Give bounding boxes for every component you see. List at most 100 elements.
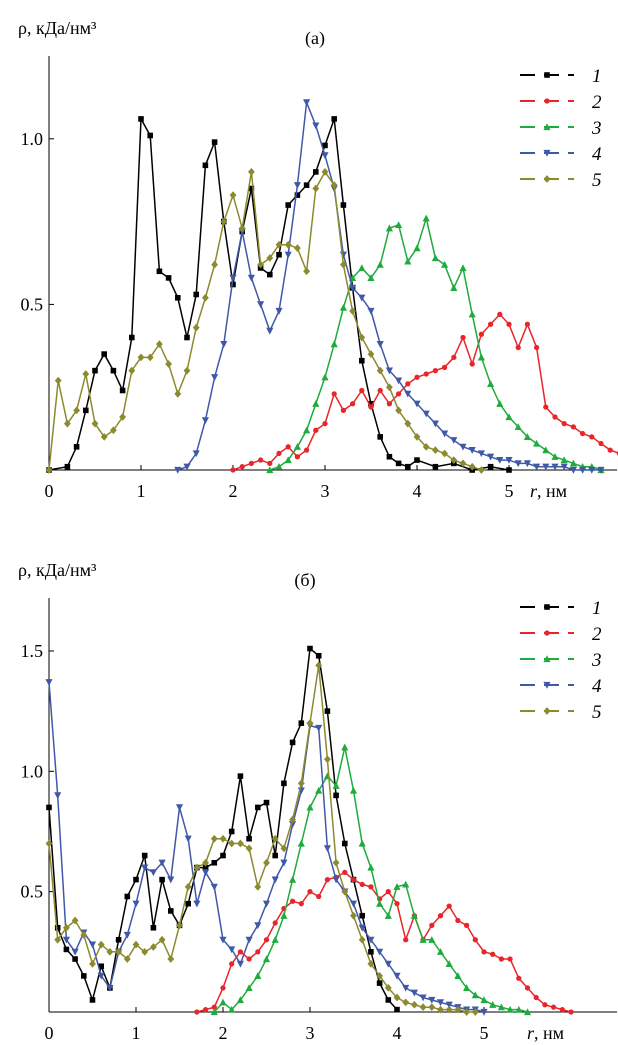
legend-item-2: 2: [520, 624, 602, 645]
data-point: [496, 456, 504, 464]
data-point: [469, 361, 475, 367]
data-point: [284, 456, 292, 464]
data-point: [472, 937, 478, 943]
data-point: [54, 935, 62, 944]
data-point: [236, 960, 244, 968]
data-point: [368, 400, 374, 407]
data-point: [184, 334, 190, 341]
data-point: [149, 869, 157, 877]
data-point: [384, 984, 392, 992]
data-point: [229, 191, 237, 199]
legend-label: 5: [592, 170, 602, 191]
data-point: [193, 863, 201, 872]
data-point: [468, 462, 476, 471]
data-point: [245, 844, 253, 853]
data-point: [550, 1004, 557, 1010]
data-point: [431, 254, 439, 262]
data-point: [542, 1002, 548, 1008]
x-tick-label: 3: [321, 481, 330, 501]
data-point: [158, 859, 166, 867]
series-5: [45, 168, 485, 474]
data-point: [377, 434, 383, 440]
legend-label: 2: [592, 624, 602, 645]
data-point: [239, 464, 245, 470]
legend-marker: [543, 149, 551, 157]
data-point: [312, 400, 320, 407]
data-point: [404, 257, 412, 265]
data-point: [368, 884, 374, 890]
data-point: [422, 442, 430, 451]
data-point: [450, 456, 458, 464]
data-point: [402, 880, 410, 888]
legend-label: 1: [592, 66, 602, 87]
data-point: [393, 972, 401, 980]
data-point: [332, 858, 340, 867]
data-point: [303, 267, 311, 276]
legend-item-1: 1: [520, 598, 602, 619]
data-point: [175, 804, 184, 812]
data-point: [267, 271, 273, 278]
data-point: [324, 708, 331, 714]
data-point: [313, 427, 319, 433]
data-point: [339, 303, 347, 311]
data-point: [523, 433, 531, 440]
data-point: [236, 996, 244, 1004]
data-point: [201, 293, 209, 302]
legend-marker: [543, 123, 551, 131]
data-point: [119, 413, 127, 421]
data-point: [62, 923, 70, 932]
data-point: [150, 924, 157, 931]
data-point: [497, 311, 503, 317]
data-point: [219, 998, 227, 1006]
data-point: [211, 139, 218, 145]
data-point: [385, 889, 391, 895]
data-point: [149, 943, 157, 951]
data-point: [307, 889, 313, 895]
data-point: [386, 401, 393, 407]
data-point: [428, 936, 436, 943]
data-point: [141, 864, 149, 872]
data-point: [523, 460, 531, 468]
data-point: [123, 955, 131, 963]
data-point: [281, 780, 287, 787]
data-point: [402, 998, 410, 1007]
data-point: [376, 980, 383, 986]
data-point: [506, 467, 512, 473]
data-point: [194, 1009, 200, 1015]
data-point: [71, 916, 79, 925]
data-point: [498, 956, 505, 962]
data-point: [480, 1008, 488, 1016]
data-point: [147, 132, 153, 139]
x-tick-label: 4: [393, 1023, 402, 1043]
data-point: [560, 456, 568, 464]
data-point: [267, 460, 273, 467]
data-point: [255, 804, 261, 811]
data-point: [402, 984, 410, 992]
data-point: [506, 321, 512, 327]
data-point: [293, 244, 301, 252]
data-point: [432, 368, 439, 374]
data-point: [454, 1005, 462, 1014]
data-point: [533, 463, 541, 471]
data-point: [463, 922, 470, 928]
data-point: [183, 463, 191, 471]
data-point: [358, 294, 366, 302]
data-point: [211, 1004, 217, 1010]
series-1: [46, 645, 400, 1013]
data-point: [110, 367, 117, 374]
data-point: [431, 420, 439, 428]
data-point: [468, 447, 476, 454]
data-point: [293, 182, 301, 189]
legend-marker: [543, 175, 551, 183]
data-point: [158, 935, 166, 944]
data-point: [471, 991, 479, 999]
data-point: [289, 898, 296, 904]
chart-panel-b: 0 1 2 3 4 5 0.5 1.0 1.5 ρ, кДа/нм³ (б) r, нм 1 2 3 4 5: [18, 560, 617, 1043]
data-point: [332, 876, 340, 884]
data-point: [211, 374, 219, 381]
data-point: [428, 996, 436, 1004]
data-point: [211, 260, 219, 269]
data-point: [341, 887, 349, 896]
data-point: [376, 948, 384, 956]
data-point: [445, 1005, 453, 1014]
